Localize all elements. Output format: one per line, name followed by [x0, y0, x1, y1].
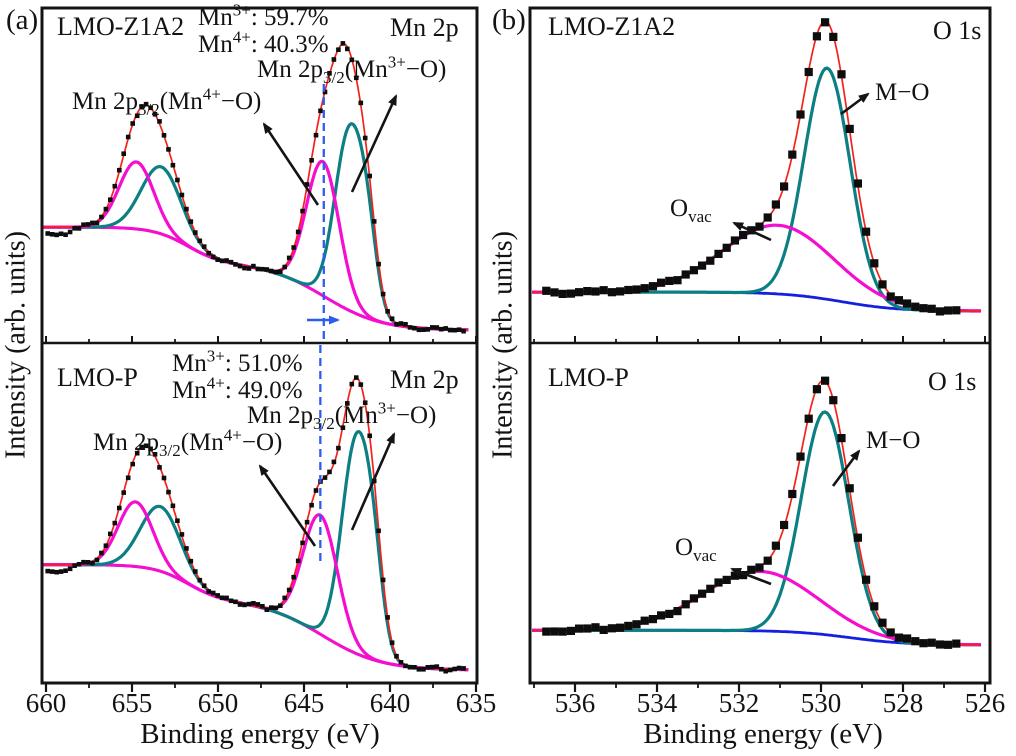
svg-text:536: 536: [555, 688, 596, 718]
svg-text:526: 526: [965, 688, 1006, 718]
svg-text:530: 530: [801, 688, 842, 718]
b-bottom-mo-arrow: [831, 449, 861, 487]
svg-text:645: 645: [284, 688, 325, 718]
a-bottom-mn3-annotation: Mn 2p3/2(Mn3+−O): [247, 398, 437, 433]
data-points: [542, 18, 961, 316]
a-bottom-mn4-annotation: Mn 2p3/2(Mn4+−O): [93, 425, 283, 460]
svg-text:650: 650: [198, 688, 239, 718]
mn4-component-curve: [41, 500, 469, 672]
b-top-ovac-annotation: Ovac: [670, 195, 712, 226]
a-bottom-sample-label: LMO-P: [57, 363, 138, 392]
a-bottom-mn3-ratio: Mn3+: 51.0%: [172, 346, 303, 377]
panel-b-x-axis-title: Binding energy (eV): [643, 718, 883, 750]
data-points: [45, 375, 466, 674]
panel-a-y-axis-title: Intensity (arb. units): [0, 231, 32, 459]
a-bottom-mn4-arrow: [258, 464, 317, 547]
a-top-mn3-arrow: [350, 94, 398, 193]
b-bottom-region-label: O 1s: [928, 367, 977, 396]
panel-a-bottom-curves: [41, 375, 469, 674]
a-top-mn3-ratio: Mn3+: 59.7%: [198, 0, 329, 31]
panel-b-label: (b): [492, 4, 526, 36]
peak-shift-guide: [307, 84, 340, 563]
fit-envelope-curve: [532, 20, 981, 312]
b-top-sample-label: LMO-Z1A2: [548, 12, 676, 41]
a-bottom-mn4-ratio: Mn4+: 49.0%: [172, 373, 303, 404]
background-curve: [41, 225, 469, 332]
annotation-arrows: [258, 92, 870, 586]
panel-b-top-curves: [532, 18, 981, 316]
data-points: [45, 41, 466, 334]
svg-text:635: 635: [456, 688, 497, 718]
panel-a-label: (a): [6, 4, 39, 36]
svg-text:534: 534: [637, 688, 678, 718]
panel-a-x-axis-title: Binding energy (eV): [140, 718, 380, 750]
a-top-mn4-ratio: Mn4+: 40.3%: [198, 27, 329, 58]
svg-text:532: 532: [719, 688, 760, 718]
panel-b-y-axis-title: Intensity (arb. units): [487, 231, 519, 459]
mn3-component-curve: [41, 122, 469, 332]
mn4-component-curve: [41, 159, 469, 332]
panel-b-bottom-curves: [532, 376, 981, 649]
a-top-mn4-annotation: Mn 2p3/2(Mn4+−O): [72, 84, 262, 119]
o-vac-component-curve: [532, 223, 981, 313]
o-vac-component-curve: [532, 569, 981, 647]
a-bottom-mn3-arrow: [350, 432, 396, 531]
svg-text:660: 660: [26, 688, 67, 718]
fit-envelope-curve: [532, 379, 981, 646]
panel-b-axes: 536 534 532 530 528 526: [528, 6, 1006, 718]
b-bottom-ovac-annotation: Ovac: [675, 534, 717, 565]
b-top-region-label: O 1s: [933, 16, 982, 45]
a-bottom-region-label: Mn 2p: [390, 365, 459, 394]
b-bottom-sample-label: LMO-P: [548, 363, 629, 392]
svg-text:640: 640: [370, 688, 411, 718]
data-points: [542, 376, 961, 649]
a-top-region-label: Mn 2p: [390, 13, 459, 42]
a-top-mn4-arrow: [262, 122, 320, 206]
fit-envelope-curve: [41, 42, 469, 331]
a-top-sample-label: LMO-Z1A2: [57, 12, 185, 41]
panel-a-top-curves: [41, 41, 469, 334]
b-top-mo-annotation: M−O: [875, 79, 930, 106]
panel-a-axes: 660 655 650 645 640 635: [26, 6, 497, 718]
b-top-mo-arrow: [840, 92, 870, 116]
b-bottom-ovac-arrow: [730, 567, 772, 586]
a-top-mn3-annotation: Mn 2p3/2(Mn3+−O): [257, 52, 447, 87]
b-top-ovac-arrow: [732, 221, 772, 242]
svg-text:655: 655: [112, 688, 153, 718]
svg-text:528: 528: [883, 688, 924, 718]
background-curve: [41, 563, 469, 672]
b-bottom-mo-annotation: M−O: [866, 427, 921, 454]
